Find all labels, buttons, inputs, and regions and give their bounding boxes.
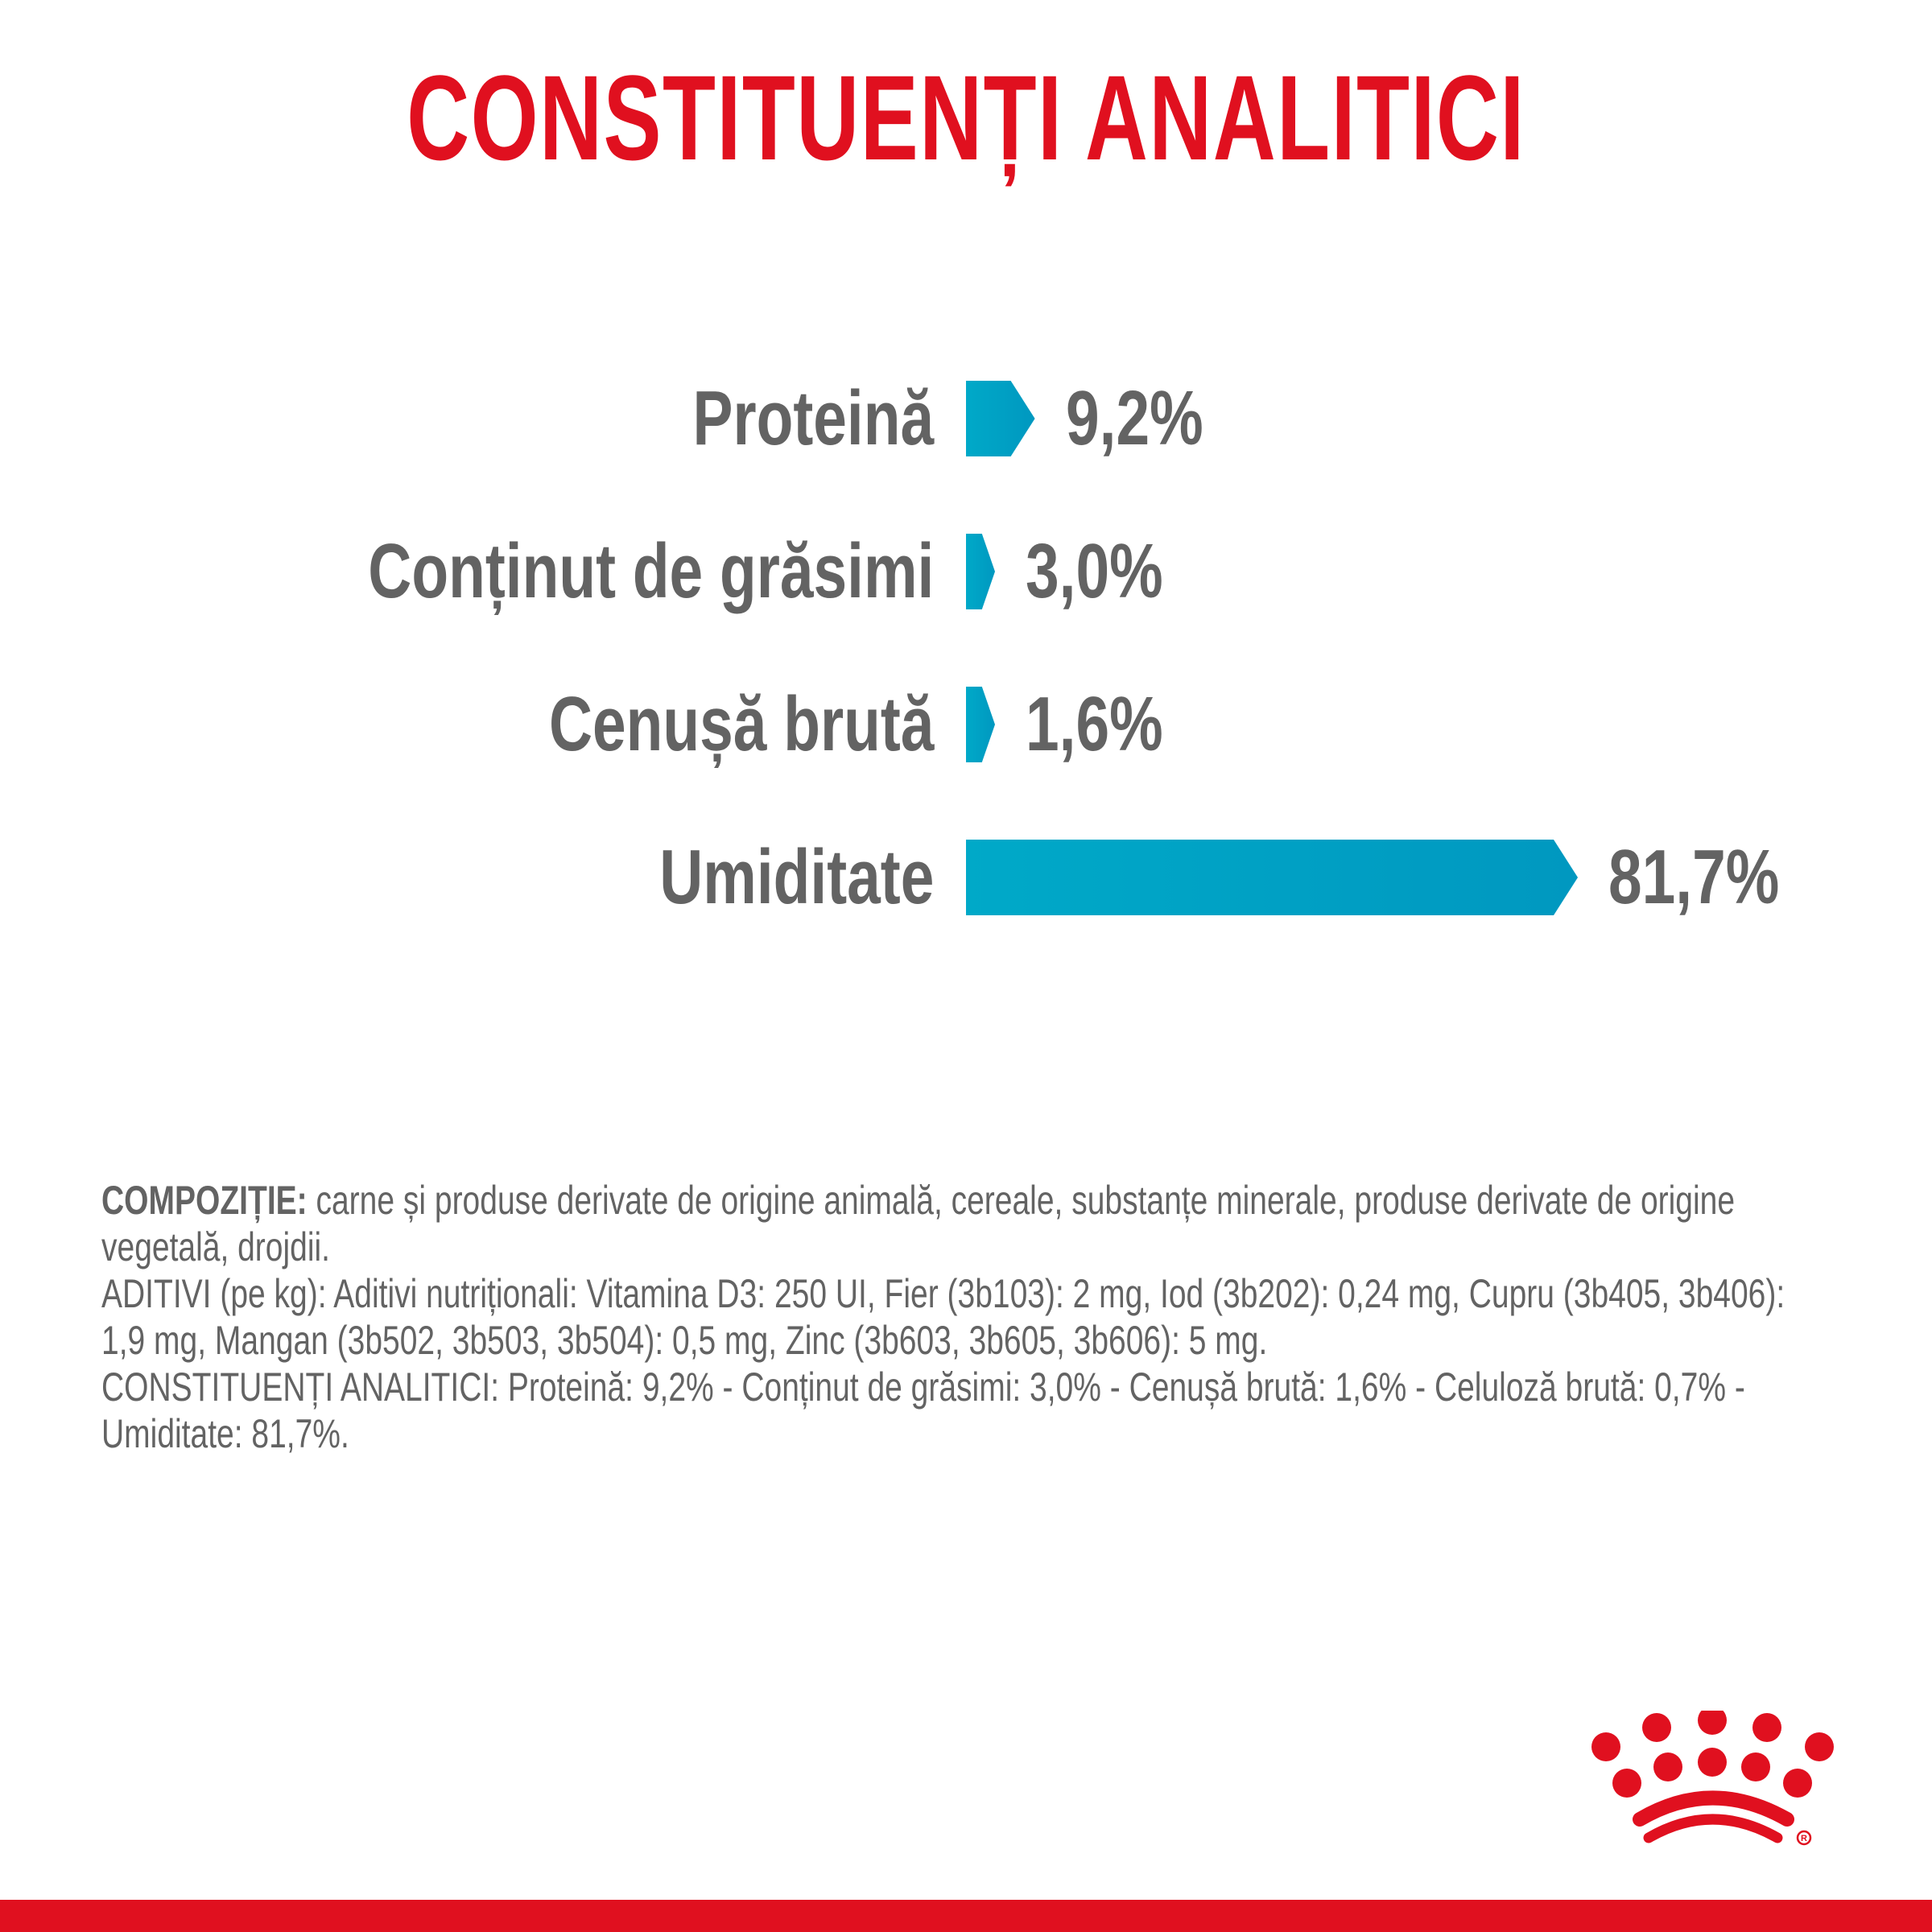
nutrient-label: Conținut de grăsimi xyxy=(367,528,934,614)
nutrient-value: 81,7% xyxy=(1608,834,1780,920)
composition-heading: COMPOZIȚIE: xyxy=(101,1178,308,1223)
additives-text: ADITIVI (pe kg): Aditivi nutriționali: V… xyxy=(101,1271,1785,1363)
nutrient-label: Cenușă brută xyxy=(548,681,934,767)
nutrient-bar xyxy=(966,840,1578,915)
analytical-constituents-text: CONSTITUENȚI ANALITICI: Proteină: 9,2% -… xyxy=(101,1364,1745,1456)
chart-row: Umiditate 81,7% xyxy=(0,837,1932,918)
nutrient-bar xyxy=(966,381,1035,456)
chart-row: Proteină 9,2% xyxy=(0,378,1932,459)
nutrient-value: 1,6% xyxy=(1026,681,1163,767)
composition-text: COMPOZIȚIE: carne și produse derivate de… xyxy=(101,1177,1832,1457)
nutrient-value: 3,0% xyxy=(1026,528,1163,614)
page-title: CONSTITUENȚI ANALITICI xyxy=(407,50,1525,185)
footer-red-strip xyxy=(0,1900,1932,1932)
chart-row: Cenușă brută 1,6% xyxy=(0,684,1932,765)
royal-canin-crown-icon: R xyxy=(1590,1706,1839,1872)
nutrient-value: 9,2% xyxy=(1065,375,1203,461)
nutrient-label: Umiditate xyxy=(658,834,934,920)
nutrient-bar xyxy=(966,687,995,762)
nutrient-bar xyxy=(966,534,995,609)
chart-row: Conținut de grăsimi 3,0% xyxy=(0,531,1932,612)
svg-text:R: R xyxy=(1801,1834,1807,1843)
composition-ingredients: carne și produse derivate de origine ani… xyxy=(101,1178,1736,1269)
nutrient-label: Proteină xyxy=(692,375,934,461)
